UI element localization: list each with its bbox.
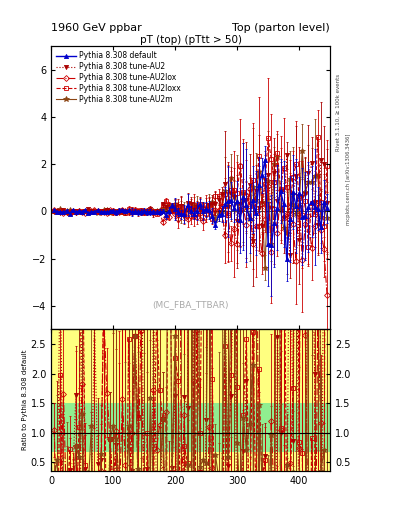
Text: mcplots.cern.ch [arXiv:1306.3436]: mcplots.cern.ch [arXiv:1306.3436]: [346, 134, 351, 225]
Text: Rivet 3.1.10, ≥ 100k events: Rivet 3.1.10, ≥ 100k events: [336, 74, 341, 151]
Text: (MC_FBA_TTBAR): (MC_FBA_TTBAR): [152, 301, 229, 310]
Legend: Pythia 8.308 default, Pythia 8.308 tune-AU2, Pythia 8.308 tune-AU2lox, Pythia 8.: Pythia 8.308 default, Pythia 8.308 tune-…: [55, 50, 183, 105]
Bar: [51, 403, 330, 452]
Text: 1960 GeV ppbar: 1960 GeV ppbar: [51, 23, 142, 33]
Text: Top (parton level): Top (parton level): [232, 23, 330, 33]
Y-axis label: Ratio to Pythia 8.308 default: Ratio to Pythia 8.308 default: [22, 350, 28, 451]
Title: pT (top) (pTtt > 50): pT (top) (pTtt > 50): [140, 35, 242, 45]
